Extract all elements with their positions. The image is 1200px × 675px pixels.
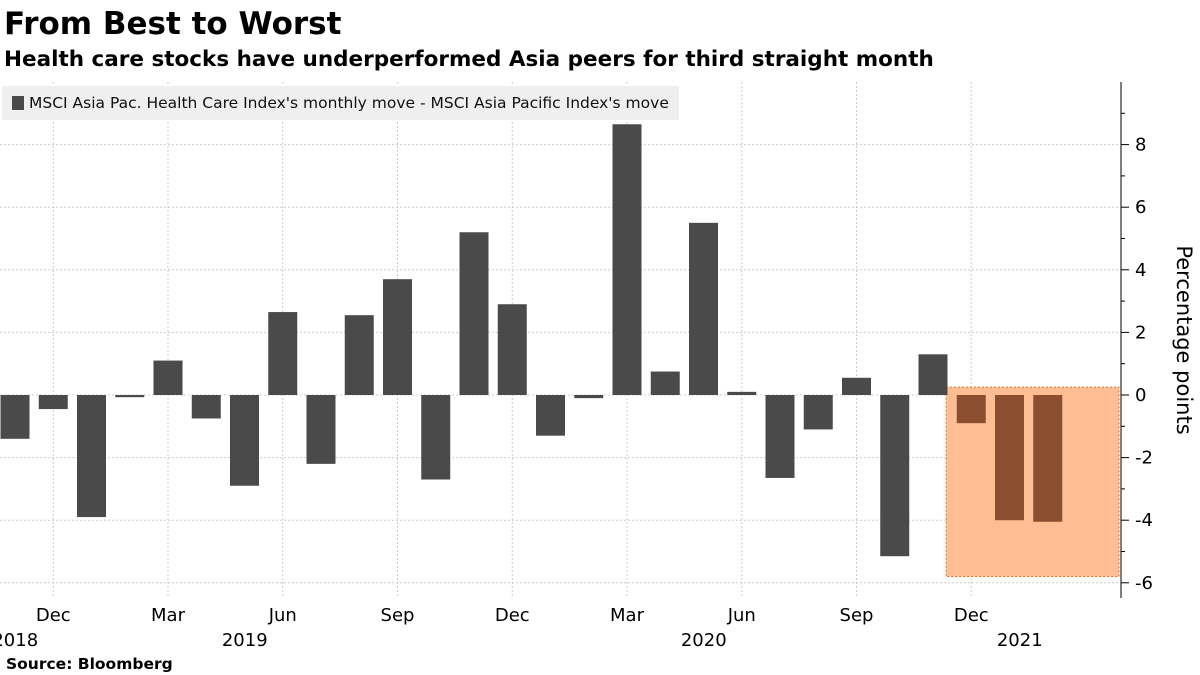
bar bbox=[765, 395, 795, 478]
y-tick-label: 8 bbox=[1135, 135, 1146, 156]
bar bbox=[115, 395, 145, 398]
bar bbox=[880, 395, 910, 557]
legend-swatch bbox=[12, 96, 24, 110]
y-tick-label: -2 bbox=[1135, 448, 1153, 469]
bar bbox=[803, 395, 833, 430]
x-year-label: 2019 bbox=[222, 630, 268, 651]
x-tick-label: Dec bbox=[36, 605, 71, 626]
x-tick-label: Mar bbox=[151, 605, 186, 626]
x-tick-label: Jun bbox=[268, 605, 297, 626]
bar bbox=[650, 371, 680, 395]
bar bbox=[77, 395, 106, 518]
legend: MSCI Asia Pac. Health Care Index's month… bbox=[2, 86, 679, 120]
bar bbox=[230, 395, 259, 486]
y-tick-label: 0 bbox=[1135, 385, 1146, 406]
y-tick-label: 2 bbox=[1135, 322, 1146, 343]
bar bbox=[842, 377, 871, 395]
x-tick-label: Mar bbox=[610, 605, 645, 626]
legend-label: MSCI Asia Pac. Health Care Index's month… bbox=[29, 94, 669, 112]
x-year-label: 2020 bbox=[681, 630, 727, 651]
source-note: Source: Bloomberg bbox=[6, 655, 173, 673]
x-tick-label: Jun bbox=[727, 605, 756, 626]
bar bbox=[918, 354, 948, 395]
bar bbox=[0, 395, 30, 439]
highlighted-bar bbox=[995, 395, 1024, 521]
x-tick-label: Sep bbox=[840, 605, 874, 626]
chart-title: From Best to Worst bbox=[4, 6, 342, 42]
y-tick-label: -4 bbox=[1135, 510, 1153, 531]
bar bbox=[191, 395, 221, 419]
bar bbox=[306, 395, 336, 464]
bar bbox=[268, 312, 298, 395]
bar bbox=[689, 222, 718, 395]
y-tick-label: 6 bbox=[1135, 197, 1146, 218]
x-year-label: 2021 bbox=[997, 630, 1043, 651]
chart-subtitle: Health care stocks have underperformed A… bbox=[4, 47, 934, 72]
y-tick-label: -6 bbox=[1135, 573, 1153, 594]
bar bbox=[497, 304, 527, 395]
bar bbox=[536, 395, 565, 436]
bar bbox=[574, 395, 604, 399]
x-year-label: 2018 bbox=[0, 630, 38, 651]
bar bbox=[459, 232, 489, 395]
x-tick-label: Dec bbox=[954, 605, 989, 626]
y-tick-label: 4 bbox=[1135, 260, 1146, 281]
highlighted-bar bbox=[956, 395, 986, 424]
bar bbox=[727, 391, 757, 395]
bar bbox=[421, 395, 451, 480]
bar bbox=[344, 315, 374, 395]
highlighted-bar bbox=[1033, 395, 1063, 522]
y-axis-title: Percentage points bbox=[1172, 245, 1196, 434]
bar bbox=[612, 124, 642, 395]
bar bbox=[38, 395, 68, 410]
bar bbox=[153, 360, 183, 395]
bar bbox=[383, 279, 412, 395]
x-tick-label: Dec bbox=[495, 605, 530, 626]
x-tick-label: Sep bbox=[381, 605, 415, 626]
